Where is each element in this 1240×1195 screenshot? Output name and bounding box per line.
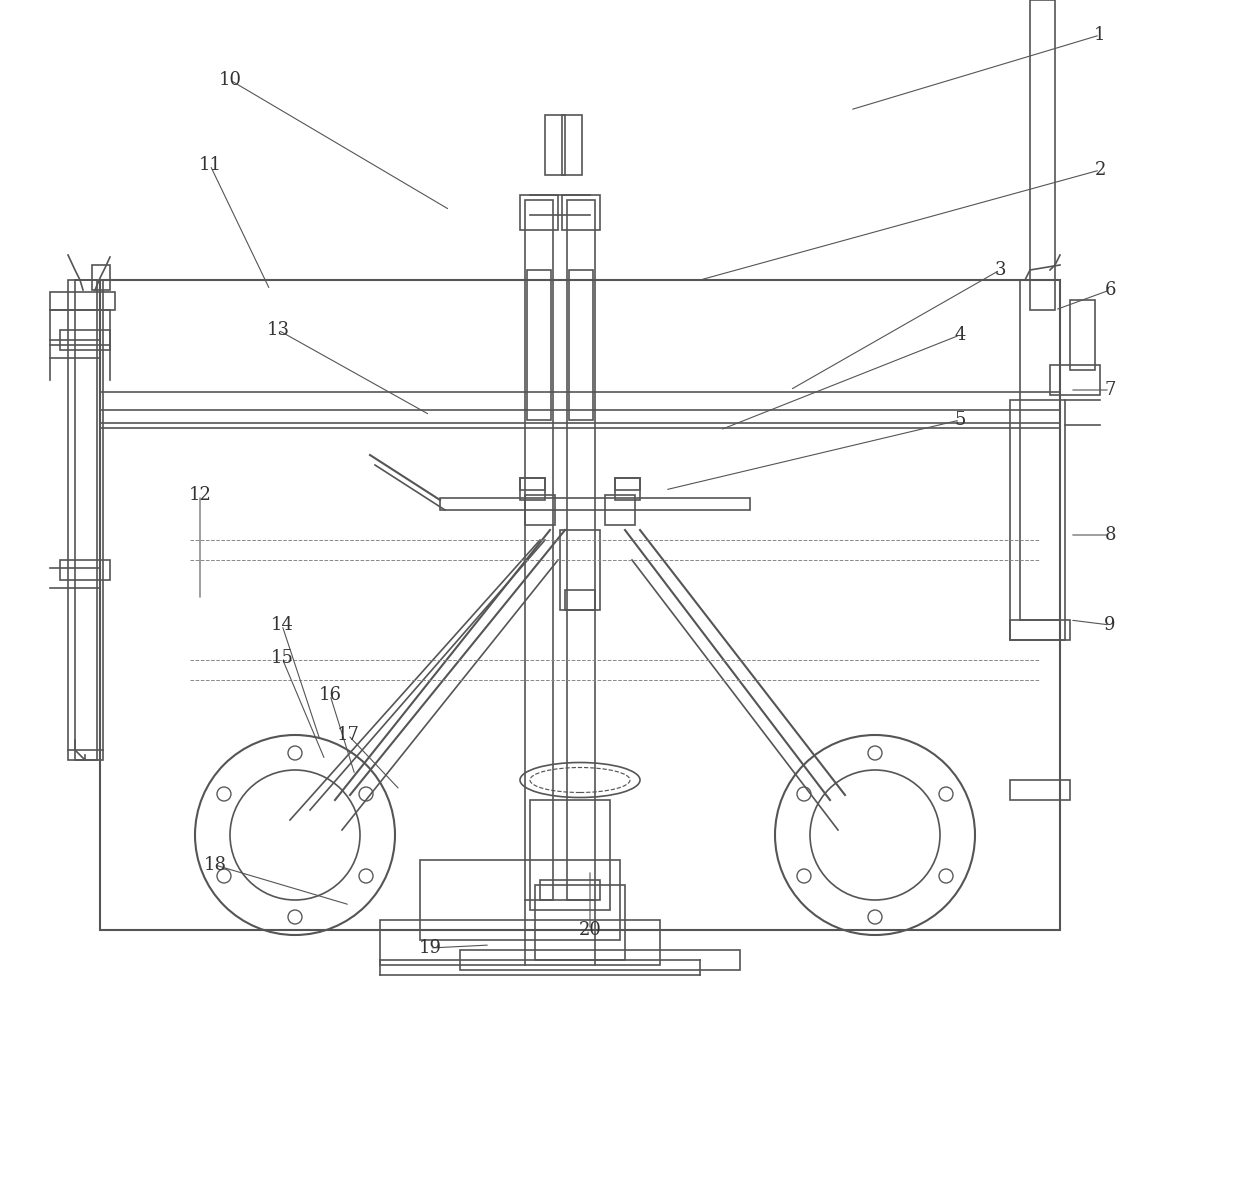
Text: 20: 20 <box>579 921 601 939</box>
Bar <box>534 885 625 960</box>
Bar <box>565 590 595 609</box>
Bar <box>68 280 103 760</box>
Text: 5: 5 <box>955 411 966 429</box>
Text: 15: 15 <box>270 649 294 667</box>
Text: 9: 9 <box>1105 615 1116 635</box>
Bar <box>1070 300 1095 370</box>
Bar <box>615 478 640 490</box>
Bar <box>1021 280 1060 620</box>
Bar <box>520 478 546 500</box>
Bar <box>529 799 610 911</box>
Bar <box>92 265 110 290</box>
Bar <box>1050 364 1100 396</box>
Bar <box>546 115 565 174</box>
Bar <box>100 280 1060 930</box>
Bar <box>100 392 1060 410</box>
Bar <box>615 478 640 500</box>
Bar <box>440 498 750 510</box>
Bar <box>569 270 593 419</box>
Text: 12: 12 <box>188 486 212 504</box>
Text: 7: 7 <box>1105 381 1116 399</box>
Bar <box>525 200 553 900</box>
Bar <box>60 330 110 350</box>
Bar <box>460 950 740 970</box>
Text: 19: 19 <box>419 939 441 957</box>
Bar <box>520 195 558 229</box>
Text: 16: 16 <box>319 686 341 704</box>
Bar <box>50 292 115 310</box>
Bar <box>527 270 551 419</box>
Text: 14: 14 <box>270 615 294 635</box>
Bar <box>74 280 97 760</box>
Bar <box>560 531 600 609</box>
Text: 8: 8 <box>1105 526 1116 544</box>
Text: 3: 3 <box>994 261 1006 278</box>
Bar <box>50 310 110 345</box>
Text: 2: 2 <box>1095 161 1106 179</box>
Bar <box>1011 780 1070 799</box>
Text: 17: 17 <box>336 727 360 744</box>
Bar <box>520 478 546 490</box>
Bar <box>100 423 1060 428</box>
Bar <box>539 880 600 900</box>
Text: 4: 4 <box>955 326 966 344</box>
Bar <box>1030 0 1055 310</box>
Bar <box>567 200 595 900</box>
Bar <box>1011 400 1065 641</box>
Text: 11: 11 <box>198 157 222 174</box>
Bar <box>605 495 635 525</box>
Bar <box>562 115 582 174</box>
Text: 6: 6 <box>1105 281 1116 299</box>
Bar <box>562 195 600 229</box>
Bar <box>420 860 620 940</box>
Text: 1: 1 <box>1094 26 1106 44</box>
Bar <box>60 560 110 580</box>
Bar <box>1011 620 1070 641</box>
Bar <box>525 495 556 525</box>
Text: 18: 18 <box>203 856 227 874</box>
Bar <box>379 920 660 966</box>
Text: 13: 13 <box>267 321 289 339</box>
Text: 10: 10 <box>218 71 242 88</box>
